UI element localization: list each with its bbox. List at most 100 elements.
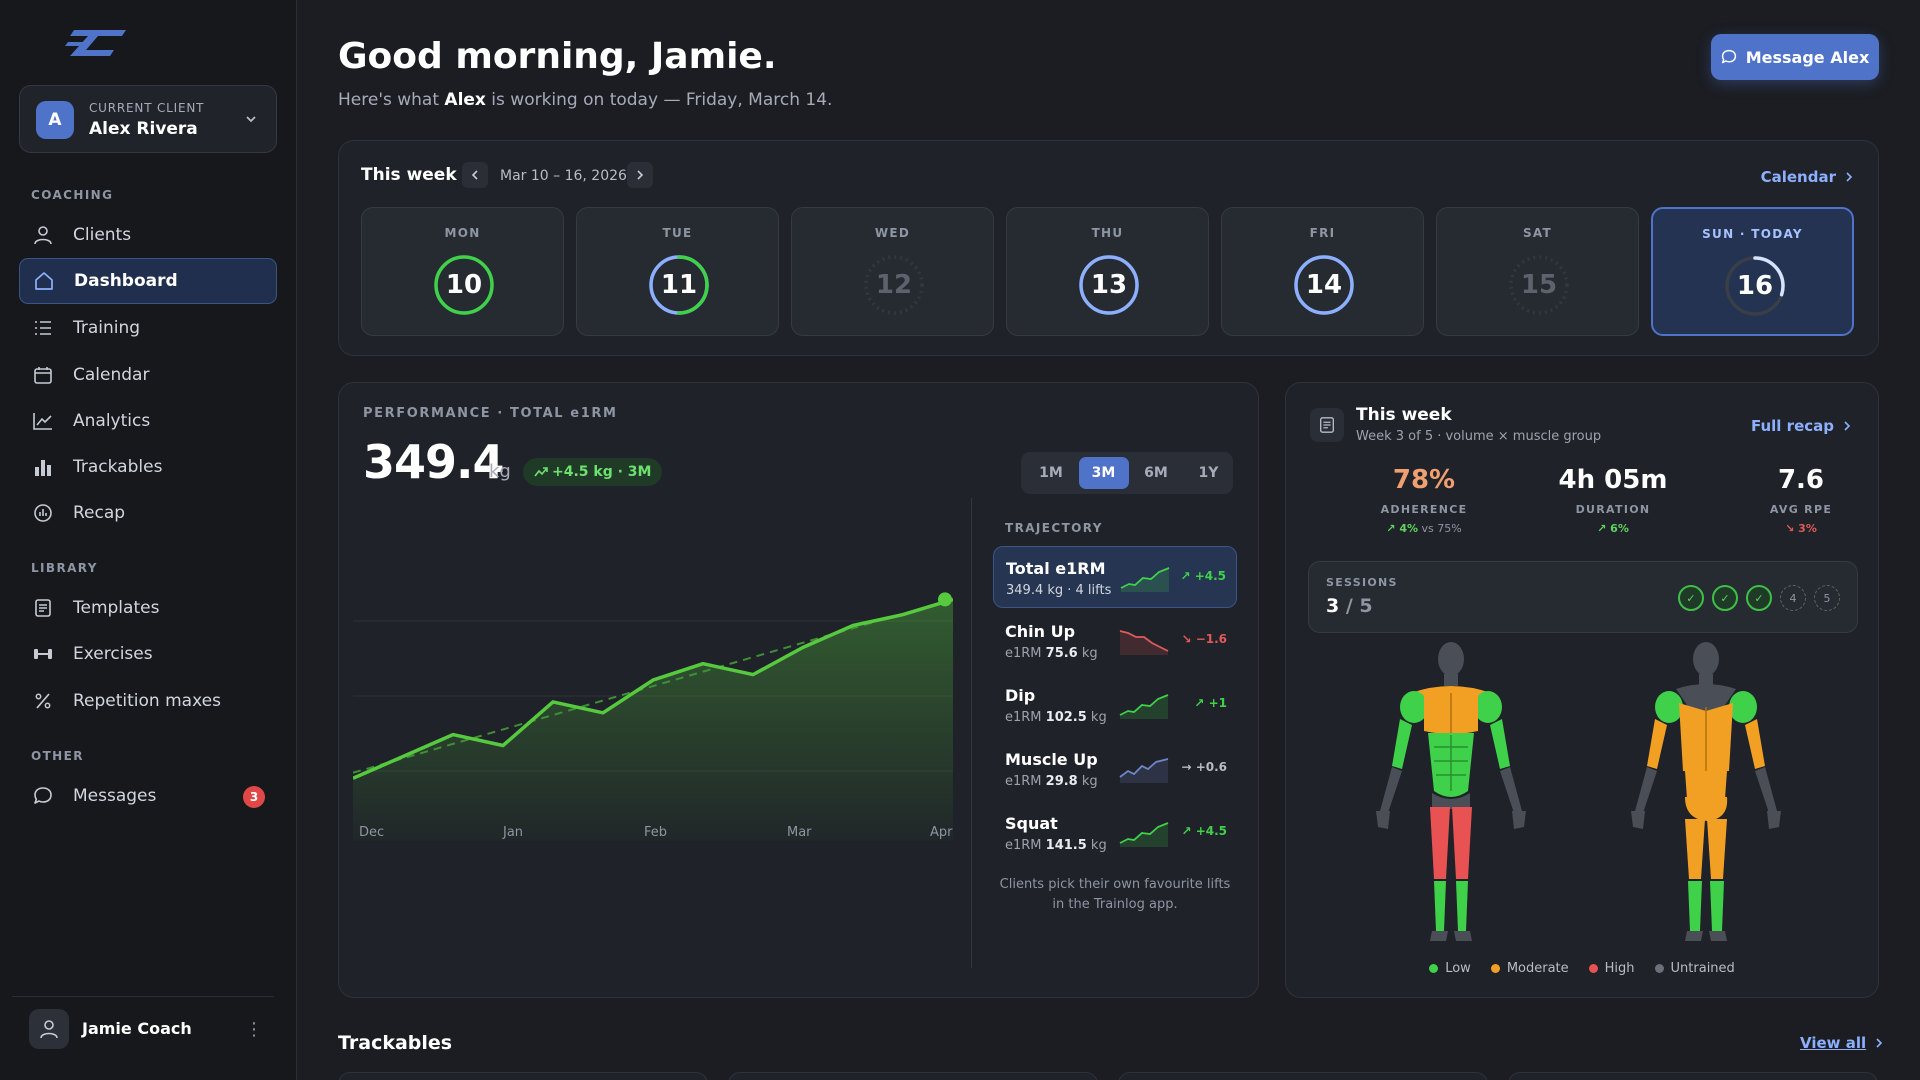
- day-label: TUE: [662, 226, 693, 240]
- series-line: [353, 597, 953, 780]
- user-name: Jamie Coach: [82, 1019, 192, 1038]
- day-number: 10: [445, 270, 483, 300]
- document-icon: [31, 596, 55, 620]
- day-card-14[interactable]: FRI 14: [1221, 207, 1424, 336]
- day-label: WED: [874, 226, 911, 240]
- sidebar-item-templates[interactable]: Templates: [19, 585, 277, 631]
- lift-delta-value: +4.5: [1195, 824, 1227, 838]
- sidebar-item-label: Repetition maxes: [73, 691, 221, 711]
- sidebar-item-calendar[interactable]: Calendar: [19, 352, 277, 398]
- sidebar-item-training[interactable]: Training: [19, 305, 277, 351]
- day-card-12[interactable]: WED 12: [791, 207, 994, 336]
- full-recap-label: Full recap: [1750, 417, 1834, 435]
- week-range: Mar 10 – 16, 2026: [500, 168, 627, 184]
- lift-delta: → +0.6: [1181, 760, 1227, 774]
- sidebar-item-label: Trackables: [73, 457, 163, 477]
- trackable-card[interactable]: [1118, 1072, 1488, 1080]
- performance-panel: PERFORMANCE · TOTAL e1RM 349.4 kg +4.5 k…: [338, 382, 1259, 998]
- day-card-13[interactable]: THU 13: [1006, 207, 1209, 336]
- prev-week-button[interactable]: [462, 162, 488, 188]
- user-icon: [31, 223, 55, 247]
- stat-trend: ↗ 4% vs 75%: [1334, 522, 1514, 535]
- sidebar: A CURRENT CLIENT Alex Rivera COACHING Cl…: [0, 0, 297, 1080]
- latest-point[interactable]: [938, 592, 952, 607]
- legend-label: Low: [1445, 961, 1471, 976]
- performance-value: 349.4: [363, 435, 505, 489]
- lift-e1rm: 349.4 kg · 4 lifts: [1006, 583, 1111, 598]
- lift-sparkline: [1119, 694, 1169, 719]
- message-client-button[interactable]: Message Alex: [1711, 34, 1879, 80]
- sidebar-item-label: Recap: [73, 503, 126, 523]
- more-vertical-icon[interactable]: ⋮: [245, 1018, 263, 1040]
- range-tab-3m[interactable]: 3M: [1078, 457, 1129, 489]
- sidebar-item-exercises[interactable]: Exercises: [19, 631, 277, 677]
- lift-e1rm-value: 29.8: [1045, 774, 1078, 789]
- lift-row[interactable]: Dip e1RM 102.5 kg ↗ +1: [993, 674, 1237, 736]
- trackable-card[interactable]: [338, 1072, 708, 1080]
- performance-delta-badge: +4.5 kg · 3M: [523, 458, 663, 486]
- sidebar-item-label: Dashboard: [74, 271, 178, 291]
- lift-sparkline: [1119, 822, 1169, 847]
- stat-trend: ↗ 6%: [1523, 522, 1703, 535]
- app-logo[interactable]: [64, 28, 128, 58]
- view-all-trackables-link[interactable]: View all: [1800, 1034, 1884, 1052]
- trackable-card[interactable]: [1508, 1072, 1878, 1080]
- legend-item: High: [1588, 961, 1635, 976]
- view-all-label: View all: [1800, 1034, 1867, 1052]
- legend-item: Untrained: [1654, 961, 1735, 976]
- legend-swatch: [1429, 964, 1439, 973]
- lift-e1rm-unit: kg: [1086, 838, 1107, 853]
- sidebar-item-recap[interactable]: Recap: [19, 490, 277, 536]
- trend-up-icon: ↗: [1194, 696, 1209, 710]
- sidebar-item-dashboard[interactable]: Dashboard: [19, 258, 277, 304]
- lift-e1rm-value: 75.6: [1045, 646, 1078, 661]
- lift-row[interactable]: Muscle Up e1RM 29.8 kg → +0.6: [993, 738, 1237, 800]
- day-card-11[interactable]: TUE 11: [576, 207, 779, 336]
- trend-up-icon: ↗: [1181, 824, 1196, 838]
- full-recap-link[interactable]: Full recap: [1751, 417, 1852, 435]
- range-tab-6m[interactable]: 6M: [1144, 465, 1168, 481]
- trend-line: [353, 598, 953, 774]
- sidebar-item-repetition-maxes[interactable]: Repetition maxes: [19, 678, 277, 724]
- trackable-card[interactable]: [728, 1072, 1098, 1080]
- subtitle-client-name: Alex: [444, 90, 486, 110]
- week-recap-panel: This week Week 3 of 5 · volume × muscle …: [1285, 382, 1879, 998]
- day-progress-ring: [1079, 255, 1139, 315]
- range-tab-1m[interactable]: 1M: [1039, 465, 1063, 481]
- body-back-heatmap: [1631, 642, 1781, 941]
- sidebar-item-messages[interactable]: Messages 3: [19, 773, 277, 819]
- day-card-15[interactable]: SAT 15: [1436, 207, 1639, 336]
- e1rm-line-chart: [353, 592, 953, 841]
- current-client-selector[interactable]: A CURRENT CLIENT Alex Rivera: [19, 85, 277, 153]
- sidebar-item-analytics[interactable]: Analytics: [19, 398, 277, 444]
- legend-item: Moderate: [1490, 961, 1569, 976]
- lift-row[interactable]: Chin Up e1RM 75.6 kg ↘ −1.6: [993, 610, 1237, 672]
- lift-row[interactable]: Squat e1RM 141.5 kg ↗ +4.5: [993, 802, 1237, 864]
- user-footer: Jamie Coach ⋮: [12, 996, 274, 1060]
- chevron-left-icon: [471, 170, 478, 180]
- lift-e1rm-value: 349.4 kg · 4 lifts: [1006, 583, 1112, 598]
- next-week-button[interactable]: [627, 162, 653, 188]
- lift-e1rm: e1RM 141.5 kg: [1005, 838, 1107, 853]
- lift-row[interactable]: Total e1RM 349.4 kg · 4 lifts ↗ +4.5: [993, 546, 1237, 608]
- range-tab-1y[interactable]: 1Y: [1198, 465, 1219, 481]
- sidebar-item-clients[interactable]: Clients: [19, 212, 277, 258]
- lift-delta-value: −1.6: [1195, 632, 1227, 646]
- chevron-right-icon: [637, 170, 644, 180]
- lift-e1rm-unit: kg: [1077, 646, 1098, 661]
- legend-label: Moderate: [1506, 961, 1569, 976]
- calendar-link[interactable]: Calendar: [1761, 168, 1854, 186]
- recap-subtitle: Week 3 of 5 · volume × muscle group: [1356, 429, 1602, 444]
- sidebar-item-trackables[interactable]: Trackables: [19, 444, 277, 490]
- user-avatar[interactable]: [29, 1009, 69, 1049]
- day-card-16[interactable]: SUN · TODAY 16: [1651, 207, 1854, 336]
- chevron-right-icon: [1876, 1038, 1883, 1048]
- day-number: 12: [875, 270, 913, 300]
- sessions-box: SESSIONS 3 / 5 ✓ ✓ ✓ 4 5: [1308, 561, 1858, 633]
- check-icon: ✓: [1712, 585, 1738, 611]
- session-pending: 4: [1780, 585, 1806, 611]
- day-label: SUN · TODAY: [1702, 227, 1803, 241]
- legend-label: High: [1604, 961, 1635, 976]
- day-card-10[interactable]: MON 10: [361, 207, 564, 336]
- x-tick-label: Apr: [930, 825, 953, 840]
